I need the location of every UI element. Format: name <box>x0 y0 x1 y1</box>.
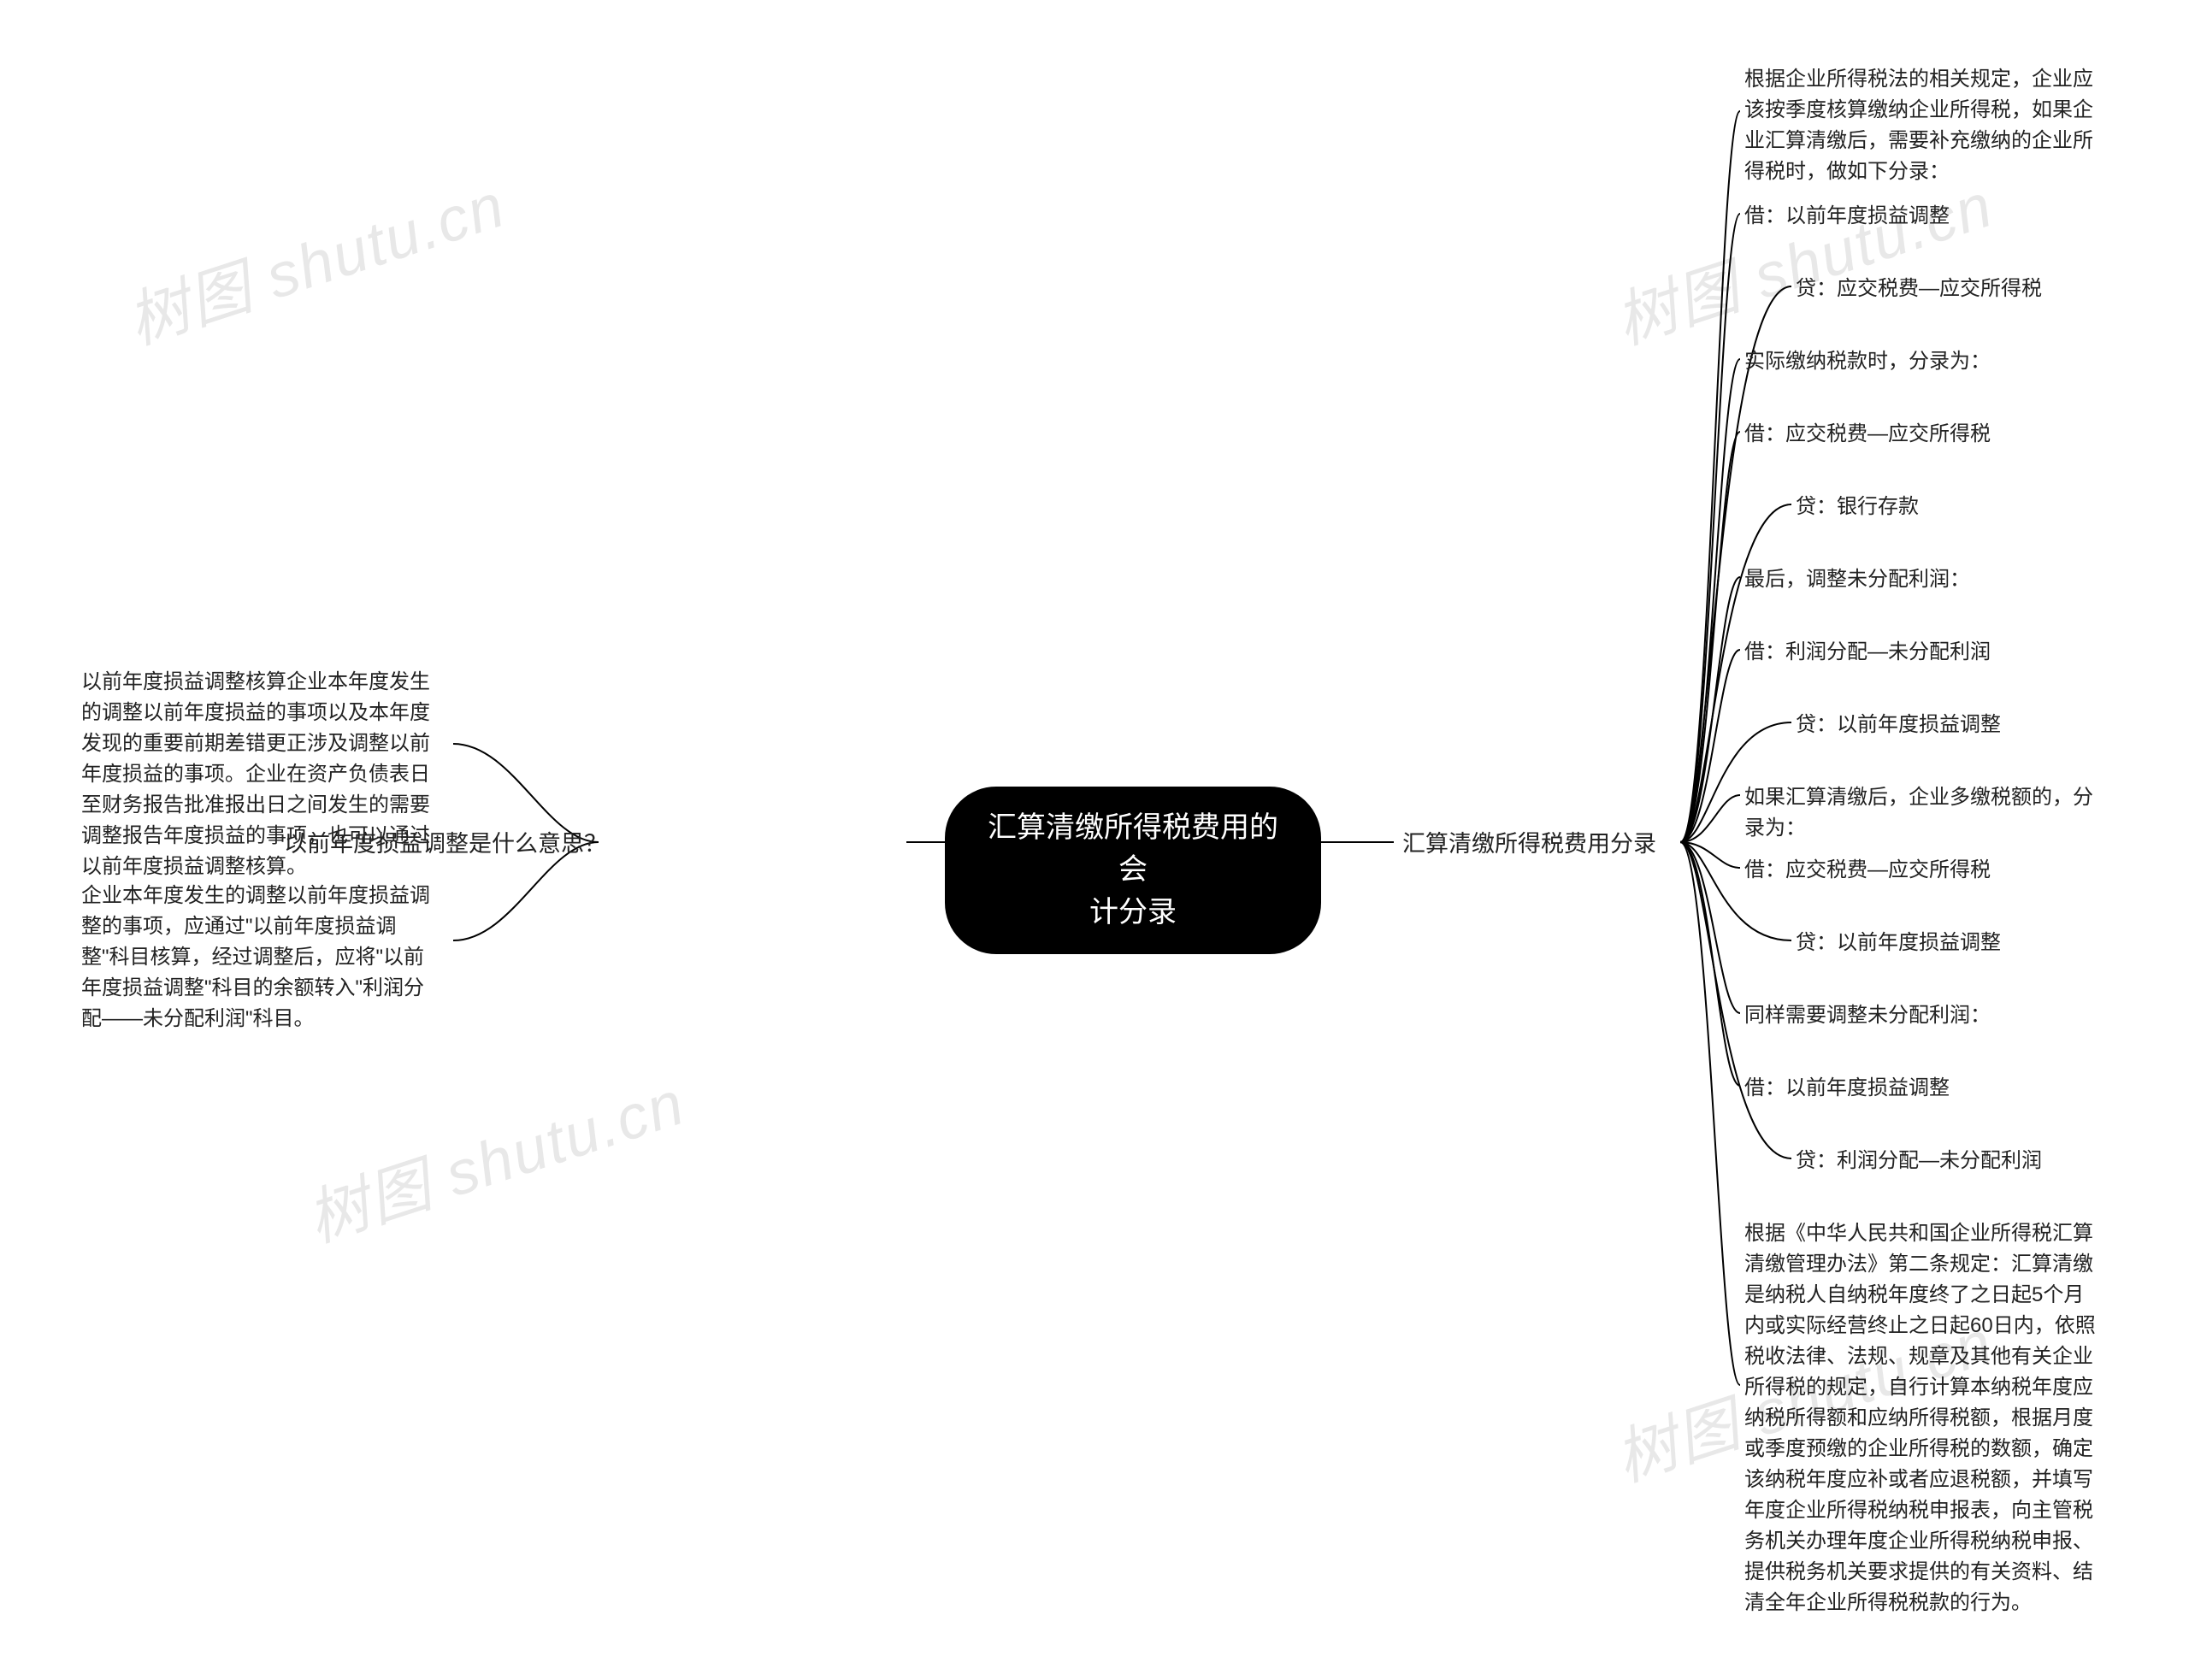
edge-right-16 <box>1680 842 1740 1385</box>
edge-right-11 <box>1680 842 1740 868</box>
right-leaf[interactable]: 贷：以前年度损益调整 <box>1796 710 2155 740</box>
right-leaf[interactable]: 借：应交税费—应交所得税 <box>1744 419 2103 450</box>
mindmap-canvas: 树图 shutu.cn 树图 shutu.cn 树图 shutu.cn 树图 s… <box>0 0 2189 1680</box>
left-leaf[interactable]: 以前年度损益调整核算企业本年度发生的调整以前年度损益的事项以及本年度发现的重要前… <box>81 667 440 882</box>
right-leaf[interactable]: 实际缴纳税款时，分录为： <box>1744 346 2103 377</box>
right-leaf[interactable]: 贷：以前年度损益调整 <box>1796 928 2155 958</box>
edge-right-1 <box>1680 111 1740 842</box>
edge-right-8 <box>1680 650 1740 842</box>
watermark: 树图 shutu.cn <box>294 1052 694 1259</box>
edge-right-4 <box>1680 359 1740 842</box>
right-leaf[interactable]: 根据企业所得税法的相关规定，企业应该按季度核算缴纳企业所得税，如果企业汇算清缴后… <box>1744 64 2103 187</box>
right-leaf[interactable]: 贷：利润分配—未分配利润 <box>1796 1146 2155 1176</box>
edge-right-5 <box>1680 432 1740 842</box>
right-leaf[interactable]: 贷：应交税费—应交所得税 <box>1796 274 2155 304</box>
center-node[interactable]: 汇算清缴所得税费用的会 计分录 <box>945 787 1321 954</box>
right-leaf[interactable]: 根据《中华人民共和国企业所得税汇算清缴管理办法》第二条规定：汇算清缴是纳税人自纳… <box>1744 1218 2103 1618</box>
right-branch-label[interactable]: 汇算清缴所得税费用分录 <box>1402 827 1656 862</box>
right-leaf[interactable]: 同样需要调整未分配利润： <box>1744 1000 2103 1031</box>
right-leaf[interactable]: 借：以前年度损益调整 <box>1744 201 2103 232</box>
right-leaf[interactable]: 如果汇算清缴后，企业多缴税额的，分录为： <box>1744 782 2103 844</box>
edge-right-13 <box>1680 842 1740 1013</box>
right-leaf[interactable]: 贷：银行存款 <box>1796 492 2155 522</box>
edge-right-7 <box>1680 577 1740 842</box>
left-leaf[interactable]: 企业本年度发生的调整以前年度损益调整的事项，应通过"以前年度损益调整"科目核算，… <box>81 881 440 1035</box>
edge-right-10 <box>1680 795 1740 842</box>
watermark: 树图 shutu.cn <box>115 155 515 361</box>
right-leaf[interactable]: 最后，调整未分配利润： <box>1744 564 2103 595</box>
right-leaf[interactable]: 借：以前年度损益调整 <box>1744 1073 2103 1104</box>
right-leaf[interactable]: 借：利润分配—未分配利润 <box>1744 637 2103 668</box>
edge-right-2 <box>1680 214 1740 842</box>
edge-right-14 <box>1680 842 1740 1086</box>
right-leaf[interactable]: 借：应交税费—应交所得税 <box>1744 855 2103 886</box>
